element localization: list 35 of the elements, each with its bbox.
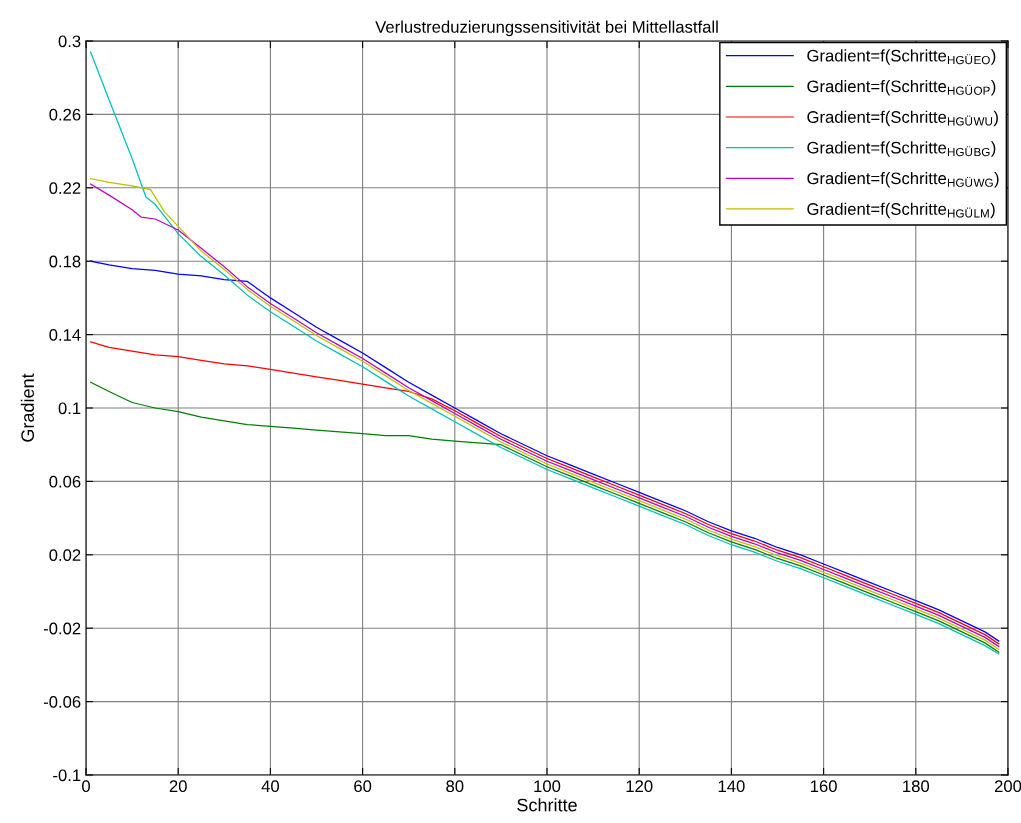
legend-label: Gradient=f(Schritte$_{HGÜLM}$) [807,202,995,219]
x-tick-label: 200 [994,780,1021,793]
x-tick-label: 120 [626,780,653,793]
legend-label: Gradient=f(Schritte$_{HGÜWU}$) [807,110,998,127]
y-tick-label: 0.14 [49,329,81,341]
x-tick-label: 80 [446,780,464,793]
legend-label: Gradient=f(Schritte$_{HGÜWG}$) [807,172,999,188]
x-tick-label: 100 [534,780,561,793]
y-tick-label: -0.06 [43,696,81,708]
chart-title: Verlustreduzierungssensitivität bei Mittellastfall [375,20,718,37]
y-tick-label: 0.22 [49,182,81,194]
y-tick-label: 0.3 [58,35,81,48]
legend-label: Gradient=f(Schritte$_{HGÜEO}$) [807,49,996,65]
line-series [89,381,1000,653]
y-axis-title: Gradient [20,373,35,442]
legend-label: Gradient=f(Schritte$_{HGÜOP}$) [807,80,996,96]
y-tick-label: 0.18 [49,255,81,268]
y-tick-label: 0.06 [49,475,81,488]
line-series [89,341,1000,645]
y-tick-label: 0.1 [58,402,81,415]
line-series [89,51,1000,655]
x-tick-label: 180 [903,780,930,793]
x-tick-label: 0 [82,780,90,793]
x-tick-label: 140 [718,780,745,793]
legend-label: Gradient=f(Schritte$_{HGÜBG}$) [807,141,996,157]
x-tick-label: 60 [354,780,372,793]
x-tick-label: 20 [169,780,187,793]
y-tick-label: 0.26 [49,108,81,121]
y-tick-label: 0.02 [49,549,81,561]
x-axis-title: Schritte [517,798,577,812]
y-tick-label: -0.1 [53,769,81,782]
x-tick-label: 160 [810,780,837,793]
y-tick-label: -0.02 [43,622,81,635]
x-tick-label: 40 [261,780,280,793]
line-series [89,260,1000,642]
